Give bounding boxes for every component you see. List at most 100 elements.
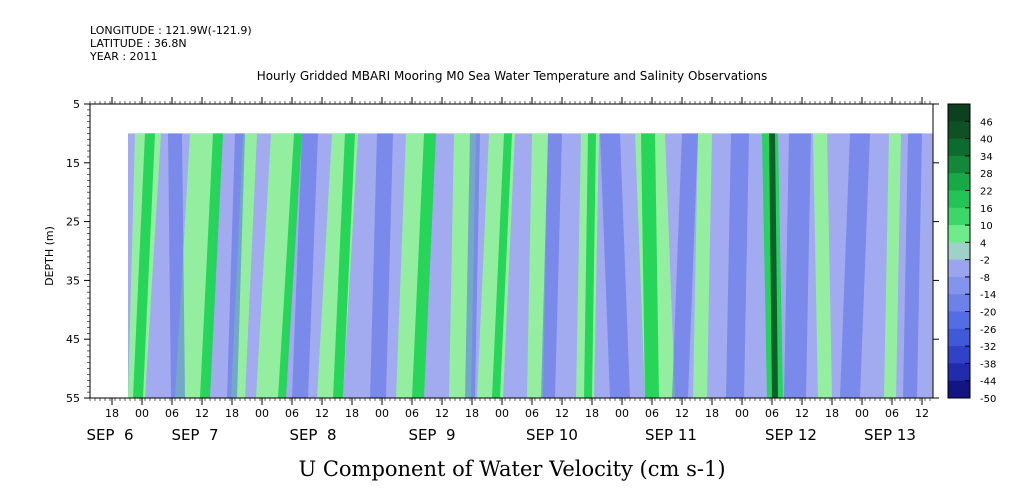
- x-day-label: SEP 8: [289, 426, 336, 444]
- y-tick-label: 15: [66, 157, 80, 170]
- x-hour-label: 00: [375, 407, 389, 420]
- colorbar-label: 28: [980, 169, 993, 180]
- x-axis-label: U Component of Water Velocity (cm s-1): [298, 457, 725, 481]
- velocity-band: [175, 133, 220, 398]
- x-hour-label: 06: [405, 407, 419, 420]
- x-hour-label: 18: [705, 407, 719, 420]
- y-tick-label: 55: [66, 392, 80, 405]
- velocity-band-negative: [227, 133, 245, 398]
- velocity-band: [641, 133, 659, 398]
- colorbar-cell: [948, 225, 970, 243]
- velocity-band-negative: [168, 133, 185, 398]
- colorbar-cell: [948, 121, 970, 140]
- x-hour-label: 12: [915, 407, 929, 420]
- colorbar-label: -32: [980, 342, 996, 353]
- colorbar-cell: [948, 207, 970, 226]
- velocity-band: [693, 133, 712, 398]
- colorbar-label: -20: [980, 308, 996, 319]
- velocity-band: [200, 133, 223, 398]
- velocity-band-negative: [600, 133, 630, 398]
- x-hour-label: 06: [765, 407, 779, 420]
- velocity-band-negative: [726, 133, 749, 398]
- colorbar-label: -26: [980, 325, 996, 336]
- colorbar-label: 16: [980, 204, 993, 215]
- velocity-band: [492, 133, 512, 398]
- colorbar-label: -50: [980, 394, 996, 405]
- x-day-label: SEP 7: [171, 426, 218, 444]
- velocity-band-negative: [784, 133, 811, 398]
- colorbar-cell: [948, 380, 970, 399]
- x-day-label: SEP 6: [86, 426, 133, 444]
- colorbar-cell: [948, 276, 970, 295]
- colorbar-label: 40: [980, 135, 993, 146]
- latitude-label: LATITUDE : 36.8N: [90, 37, 187, 50]
- colorbar-label: -2: [980, 256, 990, 267]
- velocity-band: [333, 133, 355, 398]
- x-hour-label: 12: [195, 407, 209, 420]
- year-label: YEAR : 2011: [90, 50, 158, 63]
- chart-title: Hourly Gridded MBARI Mooring M0 Sea Wate…: [257, 69, 768, 83]
- x-hour-label: 12: [315, 407, 329, 420]
- colorbar-label: -44: [980, 377, 996, 388]
- velocity-band: [278, 133, 302, 398]
- colorbar-cell: [948, 155, 970, 174]
- x-hour-label: 06: [165, 407, 179, 420]
- x-hour-label: 12: [555, 407, 569, 420]
- y-tick-label: 35: [66, 274, 80, 287]
- x-hour-label: 06: [285, 407, 299, 420]
- velocity-band-negative: [465, 133, 480, 398]
- velocity-band: [133, 133, 155, 398]
- x-day-label: SEP 12: [765, 426, 817, 444]
- x-hour-label: 18: [105, 407, 119, 420]
- colorbar-cell: [948, 346, 970, 364]
- x-hour-label: 00: [135, 407, 149, 420]
- colorbar-cell: [948, 294, 970, 313]
- x-hour-label: 06: [885, 407, 899, 420]
- x-day-label: SEP 11: [645, 426, 697, 444]
- velocity-band: [256, 133, 299, 398]
- x-hour-label: 00: [855, 407, 869, 420]
- x-day-label: SEP 13: [864, 426, 916, 444]
- colorbar-cell: [948, 173, 970, 191]
- x-day-label: SEP 9: [408, 426, 455, 444]
- velocity-band-negative: [903, 133, 922, 398]
- colorbar-cell: [948, 363, 970, 382]
- colorbar-label: -14: [980, 290, 996, 301]
- colorbar-frame: [947, 103, 971, 399]
- colorbar-cell: [948, 328, 970, 347]
- colorbar-label: 22: [980, 186, 993, 197]
- velocity-band-negative: [292, 133, 318, 398]
- y-axis-label: DEPTH (m): [43, 226, 56, 286]
- x-hour-label: 18: [345, 407, 359, 420]
- x-day-label: SEP 10: [526, 426, 578, 444]
- velocity-band: [884, 133, 901, 398]
- axes: 5 15 25 35 45 55 18 00 06 12 18 00 06 12 18 00 06 12 18 00 0…: [66, 97, 939, 444]
- x-hour-label: 12: [675, 407, 689, 420]
- colorbar-cell: [948, 311, 970, 330]
- x-hour-label: 18: [465, 407, 479, 420]
- colorbar-label: 34: [980, 152, 993, 163]
- longitude-label: LONGITUDE : 121.9W(-121.9): [90, 24, 252, 37]
- x-hour-label: 00: [255, 407, 269, 420]
- velocity-band-negative: [541, 133, 562, 398]
- velocity-band-negative: [672, 133, 698, 398]
- velocity-band: [813, 133, 832, 398]
- heatmap-field: [128, 133, 933, 398]
- x-hour-label: 18: [225, 407, 239, 420]
- x-hour-label: 12: [435, 407, 449, 420]
- x-hour-label: 00: [735, 407, 749, 420]
- colorbar-cell: [948, 242, 970, 261]
- x-hour-label: 12: [795, 407, 809, 420]
- colorbar-cell: [948, 104, 970, 122]
- x-hour-label: 00: [615, 407, 629, 420]
- colorbar-label: 46: [980, 117, 993, 128]
- x-hour-label: 06: [645, 407, 659, 420]
- colorbar-label: 10: [980, 221, 993, 232]
- x-hour-label: 18: [585, 407, 599, 420]
- colorbar-cell: [948, 190, 970, 209]
- colorbar-cell: [948, 259, 970, 278]
- y-tick-label: 45: [66, 333, 80, 346]
- y-tick-label: 5: [73, 98, 80, 111]
- y-tick-label: 25: [66, 216, 80, 229]
